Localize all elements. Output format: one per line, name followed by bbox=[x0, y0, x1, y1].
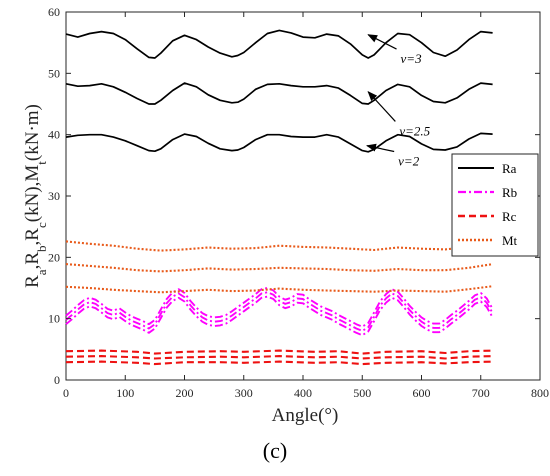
y-tick-label: 60 bbox=[48, 5, 60, 19]
x-tick-label: 100 bbox=[116, 386, 134, 400]
series-rc-line-3 bbox=[65, 360, 493, 366]
annotation-label: v=3 bbox=[401, 51, 423, 66]
x-tick-label: 600 bbox=[413, 386, 431, 400]
series-rb-line-2 bbox=[65, 291, 494, 332]
x-tick-label: 800 bbox=[531, 386, 549, 400]
y-tick-label: 50 bbox=[48, 66, 60, 80]
x-tick-label: 0 bbox=[63, 386, 69, 400]
annotations: v=3 v=2.5 v=2 bbox=[366, 34, 431, 169]
line-chart: 0 100 200 300 400 500 600 700 800 0 10 20 30 40 50 60 v… bbox=[22, 5, 549, 426]
series-ra bbox=[65, 29, 493, 153]
annotation-arrow bbox=[366, 143, 395, 153]
series-layer bbox=[65, 29, 494, 366]
series-rc bbox=[65, 349, 493, 366]
x-tick-label: 700 bbox=[472, 386, 490, 400]
x-tick-label: 200 bbox=[176, 386, 194, 400]
series-rc-line-1 bbox=[65, 349, 493, 355]
series-rc-line-2 bbox=[65, 355, 493, 360]
x-axis-label: Angle(°) bbox=[272, 405, 339, 426]
legend: Ra Rb Rc Mt bbox=[451, 153, 539, 257]
legend-label-rc: Rc bbox=[502, 209, 517, 224]
legend-label-mt: Mt bbox=[502, 233, 518, 248]
legend-label-ra: Ra bbox=[502, 161, 517, 176]
x-tick-label: 500 bbox=[353, 386, 371, 400]
x-tick-label: 400 bbox=[294, 386, 312, 400]
annotation-label: v=2.5 bbox=[399, 123, 430, 138]
series-mt bbox=[65, 240, 493, 294]
series-mt-line-3 bbox=[65, 285, 493, 294]
legend-box bbox=[451, 153, 539, 257]
y-tick-label: 40 bbox=[48, 128, 60, 142]
legend-label-rb: Rb bbox=[502, 185, 517, 200]
axis-ticks: 0 100 200 300 400 500 600 700 800 0 10 20 30 40 50 60 bbox=[48, 5, 549, 400]
y-tick-label: 10 bbox=[48, 312, 60, 326]
series-mt-line-1 bbox=[65, 240, 493, 252]
figure-caption: (c) bbox=[262, 438, 288, 463]
y-tick-label: 30 bbox=[48, 189, 60, 203]
series-mt-line-2 bbox=[65, 263, 493, 273]
x-tick-label: 300 bbox=[235, 386, 253, 400]
series-rb-line-1 bbox=[65, 287, 494, 328]
series-ra-line-3 bbox=[65, 132, 493, 153]
series-rb-line-3 bbox=[65, 295, 494, 337]
annotation-arrow bbox=[367, 90, 396, 122]
series-ra-line-1 bbox=[65, 29, 493, 59]
series-ra-line-2 bbox=[65, 82, 493, 105]
y-tick-label: 0 bbox=[54, 373, 60, 387]
annotation-arrow bbox=[367, 34, 397, 50]
series-rb bbox=[65, 287, 494, 337]
y-axis-label: Ra,Rb,Rc(kN),Mt(kN·m) bbox=[22, 104, 49, 288]
annotation-label: v=2 bbox=[398, 154, 420, 169]
y-tick-label: 20 bbox=[48, 250, 60, 264]
